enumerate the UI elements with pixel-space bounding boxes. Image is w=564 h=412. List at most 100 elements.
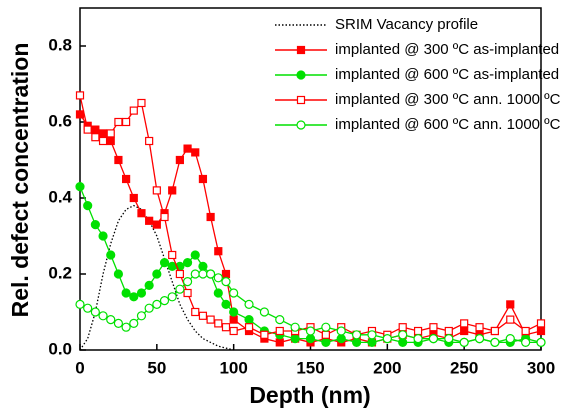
- marker: [98, 129, 108, 138]
- marker: [536, 319, 546, 328]
- marker: [352, 337, 362, 347]
- marker: [214, 319, 223, 328]
- marker: [290, 322, 300, 332]
- marker: [90, 307, 100, 317]
- marker: [83, 303, 93, 313]
- legend-marker: [296, 70, 306, 80]
- series-line: [79, 204, 234, 351]
- marker: [144, 280, 154, 290]
- marker: [121, 288, 131, 298]
- marker: [221, 269, 231, 279]
- marker: [367, 337, 377, 347]
- marker: [221, 323, 231, 332]
- marker: [398, 323, 407, 332]
- marker: [167, 292, 177, 302]
- marker: [536, 326, 546, 336]
- marker: [168, 186, 177, 195]
- legend-label: implanted @ 300 ºC ann. 1000 ºC: [335, 91, 561, 108]
- marker: [182, 277, 193, 287]
- marker: [136, 311, 147, 321]
- marker: [152, 186, 161, 195]
- y-tick-label: 0.0: [48, 339, 72, 358]
- marker: [229, 326, 238, 336]
- marker: [106, 136, 115, 146]
- marker: [229, 315, 238, 324]
- marker: [191, 148, 200, 157]
- legend-marker: [296, 45, 306, 55]
- x-tick-label: 200: [373, 358, 401, 377]
- marker: [259, 307, 269, 317]
- marker: [321, 322, 331, 332]
- marker: [206, 269, 216, 279]
- marker: [398, 330, 408, 340]
- x-tick-label: 150: [296, 358, 324, 377]
- marker: [244, 315, 254, 325]
- marker: [190, 250, 200, 260]
- marker: [429, 323, 438, 332]
- marker: [129, 106, 138, 115]
- marker: [98, 231, 108, 241]
- marker: [321, 337, 331, 347]
- marker: [137, 209, 146, 218]
- y-tick-label: 0.8: [48, 35, 72, 54]
- marker: [305, 334, 316, 344]
- marker: [521, 326, 530, 336]
- marker: [475, 323, 484, 332]
- marker: [75, 110, 85, 119]
- marker: [159, 258, 170, 268]
- marker: [91, 133, 100, 142]
- marker: [144, 303, 154, 313]
- marker: [75, 182, 85, 192]
- marker: [229, 307, 239, 317]
- legend-label: SRIM Vacancy profile: [335, 16, 478, 33]
- marker: [505, 334, 515, 344]
- marker: [121, 174, 131, 184]
- marker: [129, 193, 138, 203]
- marker: [244, 299, 254, 309]
- marker: [460, 326, 469, 336]
- marker: [336, 326, 346, 336]
- series-line: [79, 186, 542, 344]
- marker: [336, 334, 346, 344]
- marker: [145, 216, 154, 225]
- marker: [428, 334, 439, 344]
- marker: [191, 307, 200, 317]
- marker: [83, 201, 93, 211]
- y-tick-label: 0.4: [48, 187, 72, 206]
- marker: [490, 326, 499, 336]
- marker: [413, 326, 423, 336]
- marker: [129, 292, 139, 302]
- plot-frame: [79, 7, 542, 351]
- marker: [444, 334, 454, 344]
- marker: [137, 98, 146, 108]
- marker: [98, 136, 108, 146]
- marker: [98, 311, 108, 321]
- marker: [321, 330, 330, 339]
- marker: [221, 299, 231, 309]
- marker: [152, 299, 162, 309]
- marker: [398, 337, 408, 347]
- marker: [83, 125, 92, 134]
- y-tick-label: 0.2: [48, 263, 72, 282]
- marker: [175, 155, 184, 165]
- marker: [213, 273, 223, 283]
- marker: [190, 269, 200, 279]
- marker: [129, 318, 139, 328]
- marker: [459, 337, 469, 347]
- legend-label: implanted @ 600 ºC ann. 1000 ºC: [335, 116, 561, 133]
- marker: [260, 330, 269, 339]
- marker: [160, 212, 169, 222]
- marker: [474, 334, 485, 344]
- marker: [213, 288, 223, 298]
- marker: [75, 299, 85, 309]
- marker: [275, 315, 285, 325]
- marker: [198, 269, 208, 279]
- x-tick-label: 50: [147, 358, 166, 377]
- marker: [136, 288, 147, 298]
- marker: [113, 269, 124, 279]
- marker: [106, 315, 116, 325]
- marker: [145, 136, 154, 146]
- marker: [198, 311, 208, 320]
- marker: [214, 247, 223, 256]
